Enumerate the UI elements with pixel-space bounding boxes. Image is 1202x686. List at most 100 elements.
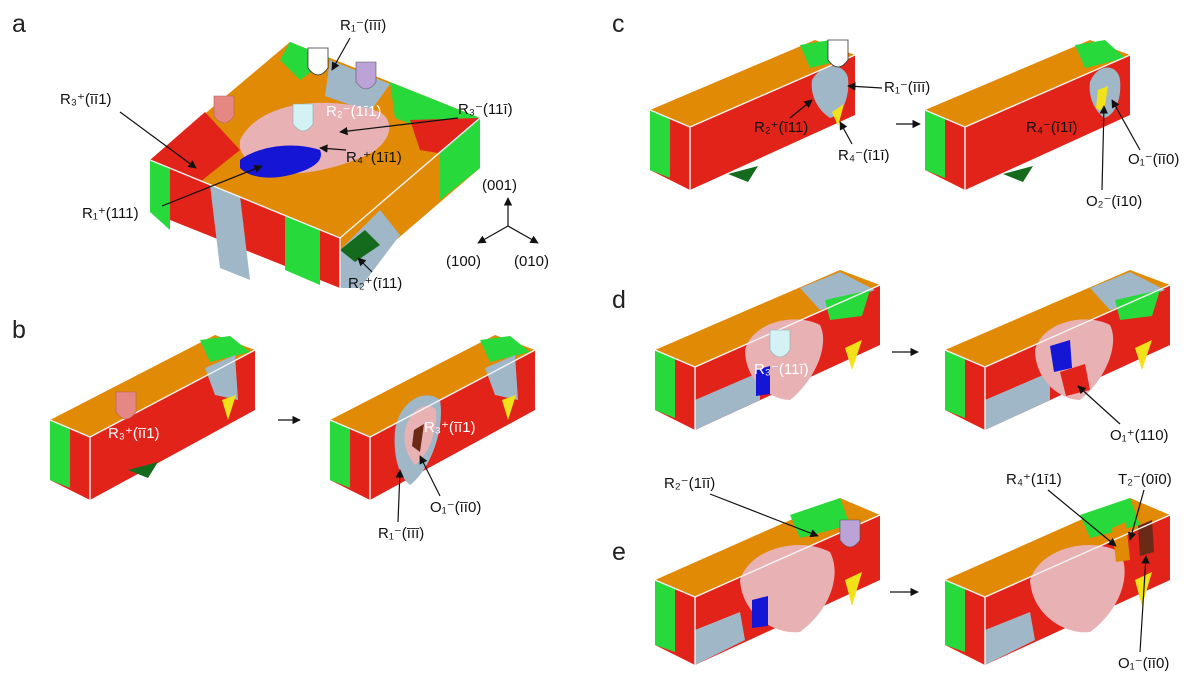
domain-c1-green-left bbox=[650, 110, 670, 178]
label-b-r3p-right: R₃⁺(īī1) bbox=[424, 419, 476, 436]
domain-green-front-a2 bbox=[285, 215, 320, 285]
domain-gray-top-a bbox=[325, 60, 390, 112]
leader-a-r3m bbox=[339, 117, 459, 136]
label-b-r3p-left: R₃⁺(īī1) bbox=[108, 425, 160, 442]
indenter-salmon-b bbox=[115, 391, 137, 420]
domain-e1-green-left bbox=[655, 580, 675, 652]
leader-a-r4p bbox=[319, 144, 347, 153]
domain-b2-yellow bbox=[502, 395, 516, 420]
leader-e-r2m bbox=[709, 493, 819, 538]
label-c-r1m: R₁⁻(īīī) bbox=[884, 79, 930, 96]
leader-c-r4m-left bbox=[839, 121, 853, 145]
domain-b1-darkgreen bbox=[128, 462, 158, 478]
domain-c2-green-top bbox=[1075, 40, 1125, 68]
domain-d2-pink bbox=[1035, 319, 1114, 400]
domain-e2-orange bbox=[1112, 522, 1130, 562]
domain-e2-gray-bottom bbox=[985, 612, 1035, 665]
label-d-o1p: O₁⁺(110) bbox=[1110, 427, 1169, 444]
leader-c-o1m bbox=[1111, 99, 1141, 151]
domain-darkgreen-front-a bbox=[340, 230, 380, 262]
domain-c1-gray bbox=[811, 66, 849, 118]
domain-green-right-a bbox=[440, 118, 480, 200]
block-b1-top bbox=[50, 335, 255, 437]
domain-b2-green-left bbox=[330, 420, 350, 488]
block-c2-top bbox=[925, 40, 1130, 127]
leader-c-o2m bbox=[1099, 105, 1109, 191]
panel-a-label: a bbox=[12, 10, 26, 38]
label-a-r1m: R₁⁻(īīī) bbox=[340, 17, 386, 34]
indenter-purple-e bbox=[839, 519, 861, 548]
domain-e1-yellow bbox=[845, 572, 862, 606]
indenter-white-a bbox=[307, 47, 329, 76]
panel-d-label: d bbox=[612, 286, 626, 314]
domain-e1-blue bbox=[752, 596, 768, 628]
leader-b-r1m bbox=[395, 469, 404, 523]
panel-b: b R₃⁺(īī1) R₃⁺(īī1) O₁⁻(īī0) R₁⁻(īīī) bbox=[12, 316, 536, 542]
domain-d1-green-left bbox=[655, 350, 675, 418]
label-c-o1m: O₁⁻(īī0) bbox=[1128, 151, 1179, 168]
panel-c-label: c bbox=[612, 10, 625, 38]
domain-c2-darkgreen bbox=[1003, 166, 1033, 182]
panel-a: a R₁⁻(īīī) R₃⁺(īī1) R₂⁻(1ī1) bbox=[12, 10, 549, 292]
indenter-white-c bbox=[827, 39, 849, 68]
indenter-cyan-a bbox=[292, 103, 314, 132]
domain-d2-gray-top bbox=[1090, 272, 1165, 310]
indenter-cyan-d bbox=[769, 329, 791, 358]
label-a-r3m: R₃⁻(11ī) bbox=[458, 101, 513, 118]
domain-b2-green-top bbox=[480, 336, 530, 362]
domain-b1-green-top bbox=[200, 336, 250, 362]
domain-gray-front-a bbox=[210, 185, 250, 280]
domain-c1-yellow bbox=[832, 104, 844, 126]
leader-a-r1m bbox=[331, 37, 351, 71]
domain-b2-gray bbox=[485, 355, 518, 400]
label-d-r3m: R₃⁻(11ī) bbox=[754, 361, 809, 378]
domain-d2-green-top bbox=[1115, 290, 1160, 320]
domain-d1-gray-top bbox=[800, 272, 875, 310]
domain-d1-green-top bbox=[825, 290, 870, 320]
domain-d2-blue bbox=[1050, 340, 1072, 372]
domain-c2-green-left bbox=[925, 110, 945, 178]
leader-d-o1p bbox=[1077, 385, 1121, 425]
label-b-o1m: O₁⁻(īī0) bbox=[430, 499, 481, 516]
label-c-r2p: R₂⁺(ī11) bbox=[754, 119, 808, 136]
domain-green-top-a1 bbox=[280, 42, 330, 80]
domain-d1-yellow bbox=[845, 340, 862, 370]
label-a-r2m: R₂⁻(1ī1) bbox=[326, 103, 381, 120]
label-a-r1p: R₁⁺(111) bbox=[82, 205, 139, 222]
block-b2-top bbox=[330, 335, 535, 437]
panel-e: e R₂⁻(1īī) R₄⁺(1ī1) T₂⁻(0ī0) O₁⁻(ī bbox=[612, 471, 1172, 672]
panel-d: d R₃⁻(11ī) O₁⁺(110) bbox=[612, 270, 1171, 444]
panel-e-label: e bbox=[612, 538, 626, 566]
domain-b1-gray bbox=[205, 355, 238, 400]
label-c-r4m-left: R₄⁻(ī1ī) bbox=[838, 147, 890, 164]
label-e-o1m: O₁⁻(īī0) bbox=[1118, 655, 1169, 672]
label-a-r4p: R₄⁺(1ī1) bbox=[346, 149, 402, 166]
label-a-r2p: R₂⁺(ī11) bbox=[348, 275, 402, 292]
leader-a-r2p bbox=[357, 257, 373, 273]
domain-b1-yellow bbox=[222, 395, 236, 420]
leader-b-o1m bbox=[419, 455, 441, 497]
axis-y-label: (010) bbox=[514, 253, 549, 270]
domain-b2-brown bbox=[412, 424, 424, 452]
axis-x-label: (100) bbox=[446, 253, 481, 270]
leader-c-r1m bbox=[847, 82, 883, 91]
panel-b-label: b bbox=[12, 316, 26, 344]
axis-z-label: (001) bbox=[482, 177, 517, 194]
domain-d2-yellow bbox=[1135, 340, 1152, 370]
leader-e-r4p bbox=[1047, 489, 1117, 547]
label-b-r1m: R₁⁻(īīī) bbox=[378, 525, 424, 542]
block-c1-top bbox=[650, 40, 855, 127]
domain-b1-green-left bbox=[50, 420, 70, 488]
indenter-purple-a bbox=[355, 61, 377, 90]
label-a-r3p: R₃⁺(īī1) bbox=[60, 91, 112, 108]
domain-d1-blue bbox=[756, 366, 770, 396]
panel-c: c R₁⁻(īīī) R₂⁺(ī11) R₄⁻(ī1ī) R₄⁻(ī1ī) O₁… bbox=[612, 10, 1179, 210]
domain-d2-green-left bbox=[945, 350, 965, 418]
leader-a-r1p bbox=[161, 164, 263, 207]
domain-red-top-b bbox=[150, 112, 240, 182]
domain-c1-darkgreen bbox=[728, 166, 758, 182]
label-c-o2m: O₂⁻(ī10) bbox=[1086, 193, 1142, 210]
leader-e-o1m bbox=[1139, 555, 1150, 653]
domain-e1-green-top bbox=[790, 498, 850, 538]
